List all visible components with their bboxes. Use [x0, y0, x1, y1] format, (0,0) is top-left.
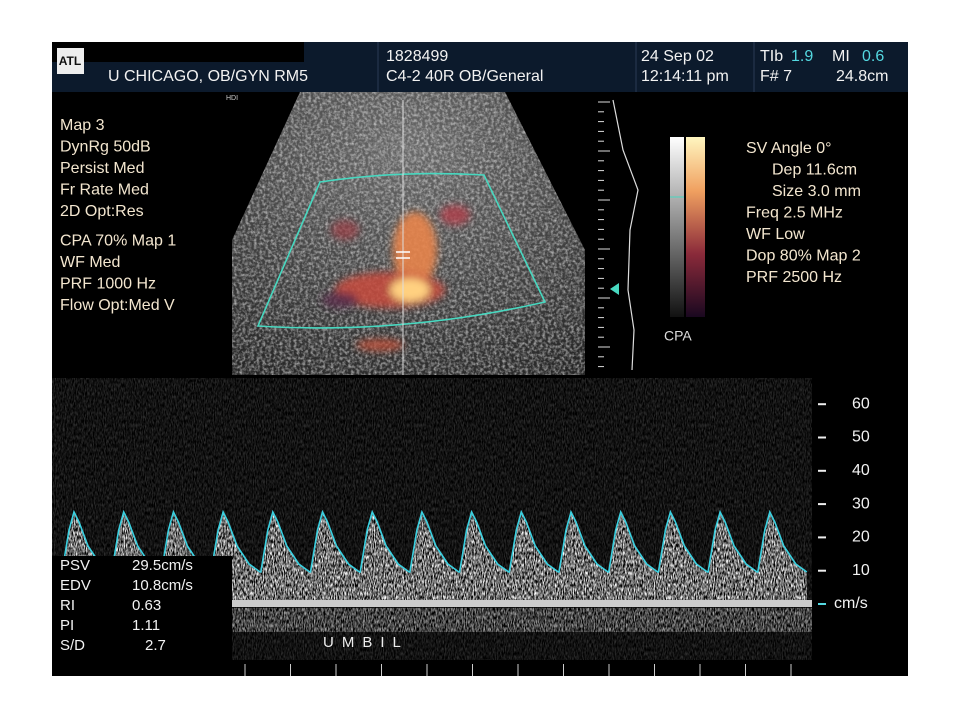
setting: 2D Opt:Res — [60, 203, 144, 220]
time: 12:14:11 pm — [641, 68, 729, 85]
setting: DynRg 50dB — [60, 139, 151, 156]
setting: WF Low — [746, 226, 805, 243]
doppler-settings: SV Angle 0° Dep 11.6cm Size 3.0 mm Freq 2.5… — [746, 140, 861, 286]
color-flow — [322, 205, 470, 351]
baseline — [232, 600, 812, 607]
setting: Size 3.0 mm — [772, 183, 861, 200]
measurement-label: S/D — [60, 637, 85, 654]
measurement-value: 29.5cm/s — [132, 557, 193, 574]
measurement-value: 2.7 — [145, 637, 166, 654]
measurement-value: 10.8cm/s — [132, 577, 193, 594]
setting: Freq 2.5 MHz — [746, 205, 843, 222]
measurement-value: 0.63 — [132, 597, 161, 614]
spectral-envelope — [61, 509, 808, 573]
velocity-scale: 60 50 40 30 20 10 cm/s — [818, 395, 870, 612]
setting: Dep 11.6cm — [772, 162, 857, 179]
tib-value: 1.9 — [791, 48, 813, 65]
mi-value: 0.6 — [862, 48, 884, 65]
vessel-label: UMBIL — [323, 634, 409, 651]
sample-gate — [396, 251, 410, 259]
depth: 24.8cm — [836, 68, 888, 85]
header-shade — [52, 42, 304, 62]
scale-label: 50 — [852, 429, 870, 446]
patient-id: 1828499 — [386, 48, 448, 65]
tgc-curve — [612, 99, 639, 371]
tib-label: TIb — [760, 48, 783, 65]
logo: ATL — [59, 54, 81, 68]
system-label: HDI — [226, 95, 238, 102]
scale-unit: cm/s — [834, 595, 868, 612]
setting: Map 3 — [60, 117, 105, 134]
measurement-box — [52, 556, 232, 660]
site-name: U CHICAGO, OB/GYN RM5 — [108, 68, 308, 85]
measurement-label: PI — [60, 617, 74, 634]
setting: SV Angle 0° — [746, 140, 832, 157]
scale-label: 10 — [852, 562, 870, 579]
colorbar-label: CPA — [664, 328, 692, 344]
color-bar — [686, 137, 705, 317]
mi-label: MI — [832, 48, 850, 65]
spectral-fill — [62, 512, 807, 602]
setting: PRF 1000 Hz — [60, 276, 156, 293]
setting: PRF 2500 Hz — [746, 269, 842, 286]
time-ruler — [244, 664, 792, 676]
transducer: C4-2 40R OB/General — [386, 68, 543, 85]
measurements: PSV 29.5cm/s EDV 10.8cm/s RI 0.63 PI 1.11 S/D 2.7 — [60, 557, 193, 654]
setting: Fr Rate Med — [60, 182, 149, 199]
setting: Dop 80% Map 2 — [746, 248, 861, 265]
frame: F# 7 — [760, 68, 792, 85]
scale-label: 20 — [852, 529, 870, 546]
focus-marker — [610, 283, 619, 295]
scale-label: 40 — [852, 462, 870, 479]
setting: Flow Opt:Med V — [60, 297, 175, 314]
date: 24 Sep 02 — [641, 48, 714, 65]
measurement-value: 1.11 — [132, 617, 160, 634]
logo-box — [57, 48, 84, 74]
reverse-noise — [232, 608, 812, 632]
depth-scale — [598, 101, 610, 368]
measurement-label: EDV — [60, 577, 91, 594]
setting: WF Med — [60, 254, 120, 271]
spectral-waveform — [61, 509, 808, 602]
color-box — [256, 172, 547, 329]
gray-bar — [670, 137, 684, 317]
measurement-label: PSV — [60, 557, 90, 574]
measurement-label: RI — [60, 597, 75, 614]
imaging-settings: Map 3 DynRg 50dB Persist Med Fr Rate Med 2D … — [60, 117, 176, 314]
scale-label: 60 — [852, 395, 870, 412]
setting: Persist Med — [60, 160, 144, 177]
setting: CPA 70% Map 1 — [60, 233, 176, 250]
scale-label: 30 — [852, 495, 870, 512]
